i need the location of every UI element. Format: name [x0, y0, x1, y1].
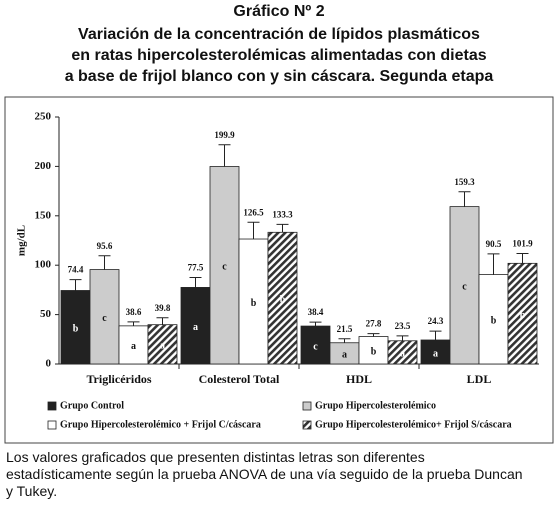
value-label: 21.5: [337, 324, 353, 334]
value-label: 133.3: [272, 209, 293, 219]
value-label: 159.3: [454, 177, 475, 187]
legend-label: Grupo Hipercolesterolémico + Frijol C/cá…: [60, 419, 261, 430]
error-bar: [127, 321, 140, 326]
error-bar: [69, 279, 82, 291]
significance-letter: b: [251, 298, 257, 309]
y-tick-label: 250: [35, 111, 52, 123]
chart-frame: [4, 96, 554, 444]
significance-letter: b: [371, 347, 377, 358]
significance-letter: b: [73, 324, 79, 335]
significance-letter: c: [102, 313, 107, 324]
value-label: 95.6: [97, 241, 113, 251]
bar: [238, 238, 269, 365]
significance-letter: b: [491, 316, 497, 327]
value-label: 126.5: [243, 207, 264, 217]
x-tick-label: LDL: [467, 372, 492, 386]
chart-subtitle: Variación de la concentración de lípidos…: [78, 26, 480, 43]
y-tick-label: 50: [40, 308, 52, 320]
bar: [507, 262, 538, 365]
y-tick-label: 100: [35, 259, 52, 271]
bar: [449, 206, 480, 365]
value-label: 27.8: [366, 319, 382, 329]
significance-letter: a: [433, 348, 438, 359]
chart-subtitle: en ratas hipercolesterolémicas alimentad…: [71, 47, 486, 64]
bar: [60, 290, 91, 365]
bar: [267, 231, 298, 365]
error-bar: [516, 252, 529, 264]
legend-label: Grupo Hipercolesterolémico+ Frijol S/cás…: [315, 419, 512, 430]
significance-letter: a: [160, 341, 165, 352]
value-label: 38.4: [308, 307, 324, 317]
legend-label: Grupo Control: [60, 400, 124, 411]
value-label: 23.5: [395, 321, 411, 331]
value-label: 38.6: [126, 307, 142, 317]
chart: Gráfico Nº 2 Variación de la concentraci…: [4, 3, 554, 444]
error-bar: [309, 321, 322, 327]
error-bar: [338, 338, 351, 343]
value-label: 39.8: [155, 303, 171, 313]
error-bar: [247, 221, 260, 240]
error-bar: [276, 223, 289, 233]
legend-label: Grupo Hipercolesterolémico: [315, 400, 436, 411]
error-bar: [98, 255, 111, 270]
bar: [358, 336, 389, 365]
legend-swatch: [47, 401, 57, 411]
error-bar: [429, 330, 442, 340]
y-axis-label: mg/dL: [16, 225, 28, 256]
significance-letter: c: [462, 282, 467, 293]
x-tick-label: Colesterol Total: [199, 372, 280, 386]
y-tick-label: 150: [35, 209, 52, 221]
significance-letter: a: [131, 341, 136, 352]
significance-letter: b: [280, 294, 286, 305]
chart-subtitle: a base de frijol blanco con y sin cáscar…: [65, 68, 494, 85]
error-bar: [396, 335, 409, 341]
significance-letter: a: [400, 349, 405, 360]
legend-swatch: [302, 401, 312, 411]
value-label: 77.5: [188, 263, 204, 273]
bar: [147, 324, 178, 365]
footnote: Los valores graficados que presenten dis…: [6, 449, 523, 499]
value-label: 74.4: [68, 265, 84, 275]
error-bar: [189, 277, 202, 288]
bar: [478, 274, 509, 365]
legend-swatch: [302, 420, 312, 430]
bar: [89, 269, 120, 365]
bar: [420, 339, 451, 365]
error-bar: [367, 333, 380, 337]
significance-letter: c: [313, 341, 318, 352]
value-label: 101.9: [512, 239, 533, 249]
chart-title: Gráfico Nº 2: [233, 3, 324, 20]
value-label: 24.3: [428, 316, 444, 326]
y-tick-label: 0: [46, 358, 52, 370]
error-bar: [218, 144, 231, 167]
significance-letter: a: [342, 350, 347, 361]
x-tick-label: HDL: [346, 372, 372, 386]
legend-swatch: [47, 420, 57, 430]
value-label: 90.5: [486, 239, 502, 249]
significance-letter: c: [222, 262, 227, 273]
y-tick-label: 200: [35, 160, 52, 172]
error-bar: [487, 253, 500, 275]
error-bar: [458, 191, 471, 207]
value-label: 199.9: [214, 130, 235, 140]
significance-letter: b: [520, 310, 526, 321]
error-bar: [156, 317, 169, 325]
x-tick-label: Triglicéridos: [86, 372, 151, 386]
significance-letter: a: [193, 322, 198, 333]
